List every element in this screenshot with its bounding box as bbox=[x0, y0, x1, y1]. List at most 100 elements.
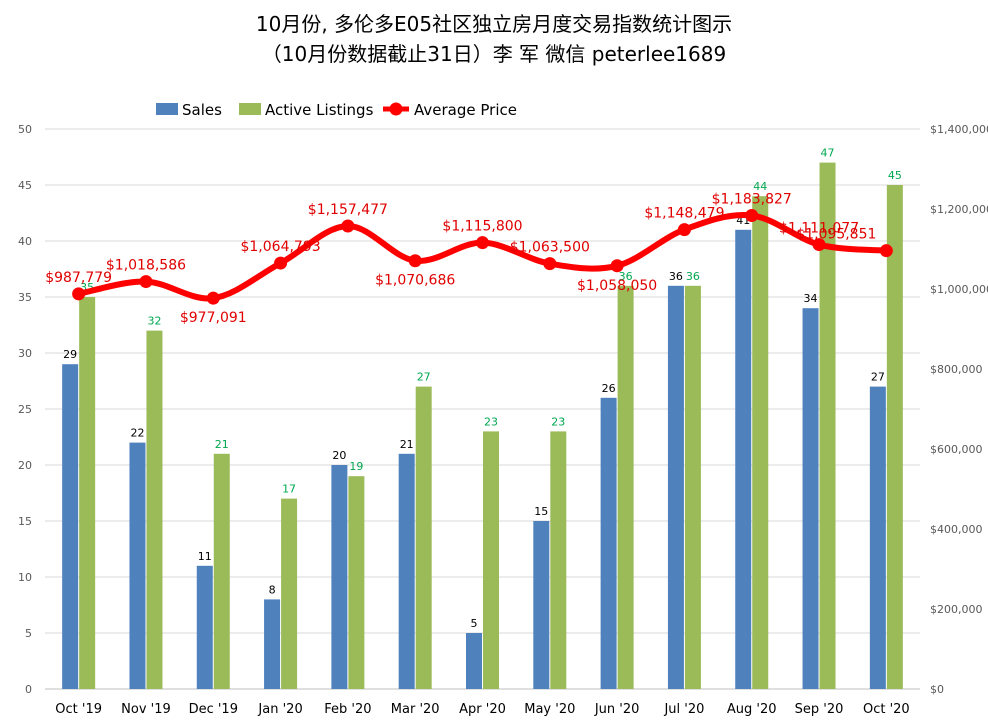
price-data-label: $1,157,477 bbox=[308, 202, 388, 218]
x-tick-label: Jun '20 bbox=[594, 702, 640, 717]
sales-bar bbox=[533, 521, 550, 689]
listings-bar bbox=[79, 297, 96, 689]
listings-data-label: 47 bbox=[821, 147, 835, 160]
price-data-label: $1,148,479 bbox=[644, 206, 724, 222]
listings-data-label: 44 bbox=[753, 180, 767, 193]
listings-bar bbox=[146, 330, 163, 689]
y-right-tick-label: $200,000 bbox=[930, 603, 983, 616]
price-data-label: $1,070,686 bbox=[375, 273, 455, 289]
price-data-label: $1,183,827 bbox=[712, 191, 792, 207]
y-left-tick-label: 20 bbox=[18, 459, 32, 472]
price-data-label: $1,115,800 bbox=[442, 219, 522, 235]
sales-data-label: 22 bbox=[130, 427, 144, 440]
x-tick-label: May '20 bbox=[524, 702, 575, 717]
x-tick-label: Oct '19 bbox=[55, 702, 102, 717]
listings-bar bbox=[213, 453, 230, 689]
price-marker bbox=[812, 238, 826, 252]
price-marker bbox=[408, 254, 422, 268]
sales-bar bbox=[331, 465, 348, 689]
price-data-label: $1,095,851 bbox=[796, 227, 876, 243]
price-data-label: $1,018,586 bbox=[106, 258, 186, 274]
listings-data-label: 23 bbox=[484, 415, 498, 428]
chart-title: 10月份, 多伦多E05社区独立房月度交易指数统计图示 bbox=[255, 12, 733, 36]
x-tick-label: Aug '20 bbox=[727, 702, 777, 717]
x-tick-label: Sep '20 bbox=[795, 702, 844, 717]
sales-bar bbox=[869, 386, 886, 689]
legend-label: Sales bbox=[182, 101, 222, 119]
price-marker bbox=[206, 291, 220, 305]
sales-data-label: 21 bbox=[400, 438, 414, 451]
y-left-tick-label: 15 bbox=[18, 515, 32, 528]
listings-data-label: 36 bbox=[619, 270, 633, 283]
y-right-tick-label: $400,000 bbox=[930, 523, 983, 536]
sales-data-label: 29 bbox=[63, 348, 77, 361]
legend-label: Average Price bbox=[414, 101, 517, 119]
x-tick-label: Apr '20 bbox=[459, 702, 506, 717]
chart-subtitle: （10月份数据截止31日）李 军 微信 peterlee1689 bbox=[261, 42, 727, 66]
y-right-tick-label: $800,000 bbox=[930, 363, 983, 376]
price-marker bbox=[476, 236, 489, 250]
sales-bar bbox=[129, 442, 146, 689]
listings-bar bbox=[617, 285, 634, 689]
sales-data-label: 26 bbox=[602, 382, 616, 395]
listings-data-label: 17 bbox=[282, 483, 296, 496]
y-left-tick-label: 40 bbox=[18, 235, 32, 248]
price-marker bbox=[139, 275, 153, 289]
y-left-tick-label: 5 bbox=[25, 627, 32, 640]
x-tick-label: Nov '19 bbox=[121, 702, 171, 717]
listings-bar bbox=[483, 431, 499, 689]
sales-data-label: 15 bbox=[534, 505, 548, 518]
listings-data-label: 45 bbox=[888, 169, 902, 182]
price-marker bbox=[677, 223, 691, 237]
y-right-tick-label: $1,200,000 bbox=[930, 203, 988, 216]
price-data-label: $987,779 bbox=[45, 270, 112, 286]
x-tick-label: Feb '20 bbox=[324, 702, 371, 717]
listings-data-label: 27 bbox=[417, 371, 431, 384]
sales-data-label: 11 bbox=[198, 550, 212, 563]
legend-swatch bbox=[156, 103, 178, 115]
legend-marker bbox=[389, 102, 403, 116]
y-left-tick-label: 45 bbox=[18, 179, 32, 192]
sales-data-label: 27 bbox=[871, 371, 885, 384]
y-right-tick-label: $1,000,000 bbox=[930, 283, 988, 296]
y-left-tick-label: 0 bbox=[25, 683, 32, 696]
sales-data-label: 5 bbox=[471, 617, 478, 630]
listings-bar bbox=[684, 285, 701, 689]
legend-label: Active Listings bbox=[265, 101, 374, 119]
y-right-tick-label: $1,400,000 bbox=[930, 123, 988, 136]
listings-data-label: 36 bbox=[686, 270, 700, 283]
listings-data-label: 32 bbox=[147, 315, 161, 328]
sales-data-label: 8 bbox=[269, 583, 276, 596]
listings-bar bbox=[415, 386, 432, 689]
sales-data-label: 20 bbox=[332, 449, 346, 462]
listings-bar bbox=[550, 431, 567, 689]
sales-data-label: 36 bbox=[669, 270, 683, 283]
sales-bar bbox=[264, 599, 281, 689]
y-right-tick-label: $0 bbox=[930, 683, 944, 696]
sales-bar bbox=[735, 229, 752, 690]
price-marker bbox=[274, 256, 288, 270]
price-data-label: $1,063,500 bbox=[510, 240, 590, 256]
price-data-label: $1,064,793 bbox=[240, 239, 320, 255]
listings-bar bbox=[281, 498, 298, 689]
sales-bar bbox=[667, 285, 684, 689]
y-left-tick-label: 10 bbox=[18, 571, 32, 584]
price-marker bbox=[341, 219, 355, 233]
price-marker bbox=[610, 259, 624, 273]
listings-data-label: 19 bbox=[349, 460, 363, 473]
y-left-tick-label: 50 bbox=[18, 123, 32, 136]
sales-data-label: 34 bbox=[804, 292, 818, 305]
price-marker bbox=[543, 257, 557, 271]
x-tick-label: Oct '20 bbox=[863, 702, 910, 717]
price-data-label: $1,058,050 bbox=[577, 278, 657, 294]
sales-bar bbox=[466, 633, 482, 689]
x-tick-label: Jan '20 bbox=[257, 702, 302, 717]
price-marker bbox=[72, 287, 86, 301]
y-left-tick-label: 30 bbox=[18, 347, 32, 360]
price-marker bbox=[745, 208, 759, 222]
price-marker bbox=[879, 244, 893, 258]
price-data-label: $977,091 bbox=[180, 310, 247, 326]
sales-bar bbox=[802, 308, 819, 689]
